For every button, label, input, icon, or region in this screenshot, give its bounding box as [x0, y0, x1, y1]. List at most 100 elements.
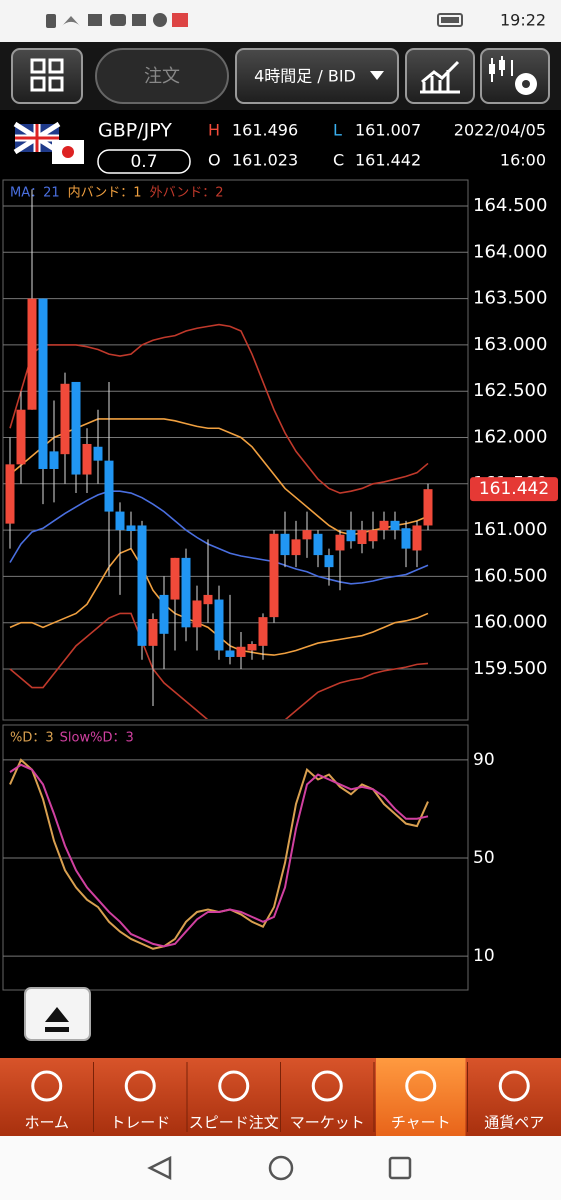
candle-body: [390, 520, 400, 531]
open-value: 161.023: [232, 151, 298, 170]
flag: [13, 121, 84, 164]
candle-body: [368, 530, 378, 542]
candle-body: [269, 533, 279, 618]
indicator-line: [9, 490, 429, 585]
candle-body: [49, 451, 59, 469]
nav-icon: [311, 1070, 343, 1102]
candle-body: [280, 533, 290, 556]
candle-body: [16, 409, 26, 465]
status-icons: [46, 13, 463, 28]
home-button[interactable]: [268, 1155, 294, 1181]
last-price-tag: [470, 477, 558, 502]
y-tick-label: 164.500: [473, 195, 547, 216]
spread-box: [97, 149, 191, 174]
nav-icon: [498, 1070, 530, 1102]
timeframe-select[interactable]: [235, 48, 399, 104]
legend-entry: Slow%D：3: [60, 731, 134, 746]
nav-icon: [31, 1070, 63, 1102]
y-tick-label: 160.000: [473, 612, 547, 633]
nav-icon: [218, 1070, 250, 1102]
candle-body: [82, 443, 92, 475]
date: 2022/04/05: [454, 121, 546, 140]
stoch-plot: [9, 758, 429, 950]
high-label: H: [208, 121, 220, 140]
candle-body: [38, 298, 48, 469]
y-tick-label: 162.500: [473, 380, 547, 401]
back-button[interactable]: [147, 1155, 172, 1181]
legend-entry: 外バンド：2: [150, 186, 224, 201]
candle-body: [412, 525, 422, 551]
candle-body: [379, 520, 389, 531]
candle-body: [5, 464, 15, 524]
nav-label: スピード注文: [189, 1114, 279, 1132]
order-label: 注文: [144, 66, 180, 87]
status-bar: [0, 0, 561, 42]
time: 16:00: [500, 151, 546, 170]
nav-icon: [405, 1070, 437, 1102]
nav-label: チャート: [391, 1114, 451, 1132]
legend-entry: 内バンド：1: [68, 185, 142, 201]
y-tick-label: 90: [473, 750, 495, 770]
legend-entry: %D：3: [10, 731, 54, 746]
candle-body: [346, 530, 356, 542]
pair: GBP/JPY: [98, 120, 172, 142]
candle-body: [236, 646, 246, 657]
candle-body: [214, 599, 224, 651]
candle-body: [192, 600, 202, 628]
system-nav: [0, 1136, 561, 1200]
candle-body: [258, 617, 268, 646]
recents-button[interactable]: [388, 1156, 412, 1180]
chart-type-icon: [420, 60, 460, 94]
legend-entry: MA：21: [10, 186, 60, 201]
nav-icon: [124, 1070, 156, 1102]
last-price-label: 161.442: [479, 479, 549, 499]
status-time: 19:22: [500, 11, 546, 30]
candle-body: [401, 528, 411, 549]
nav-label: トレード: [110, 1114, 170, 1132]
y-tick-label: 162.000: [473, 426, 547, 447]
dropdown-arrow: [370, 71, 384, 80]
low-value: 161.007: [355, 121, 421, 140]
candle-body: [247, 643, 257, 651]
candle-body: [115, 511, 125, 531]
y-tick-label: 164.000: [473, 241, 547, 262]
settings-icon: [489, 56, 537, 95]
menu-icon: [30, 58, 64, 92]
candle-body: [126, 525, 136, 532]
y-tick-label: 163.500: [473, 288, 547, 309]
candle-body: [291, 539, 301, 556]
candle-body: [170, 557, 180, 600]
candle-body: [335, 534, 345, 551]
low-label: L: [333, 121, 342, 140]
candle-body: [60, 383, 70, 455]
candle-body: [357, 530, 367, 544]
nav-label: 通貨ペア: [484, 1114, 544, 1132]
high-value: 161.496: [232, 121, 298, 140]
y-tick-label: 159.500: [473, 658, 547, 679]
y-tick-label: 163.000: [473, 334, 547, 355]
candle-body: [93, 446, 103, 461]
price-plot: [5, 189, 433, 719]
open-label: O: [208, 151, 221, 170]
candle-body: [302, 530, 312, 540]
candle-body: [181, 557, 191, 628]
candle-body: [159, 594, 169, 634]
indicator-line: [9, 323, 429, 494]
candle-body: [423, 489, 433, 526]
y-tick-label: 10: [473, 946, 495, 966]
candle-body: [148, 618, 158, 646]
candle-body: [137, 525, 147, 646]
chart-layer: 159.500160.000160.500161.000161.500162.0…: [3, 185, 558, 966]
candle-body: [203, 594, 213, 605]
y-tick-label: 50: [473, 848, 495, 868]
menu-button[interactable]: [11, 48, 83, 104]
order-button[interactable]: [95, 48, 229, 104]
collapse-icon: [45, 1007, 69, 1032]
candle-body: [225, 650, 235, 657]
close-value: 161.442: [355, 151, 421, 170]
spread: 0.7: [130, 152, 157, 172]
candle-body: [324, 555, 334, 568]
nav-label: ホーム: [24, 1114, 69, 1132]
